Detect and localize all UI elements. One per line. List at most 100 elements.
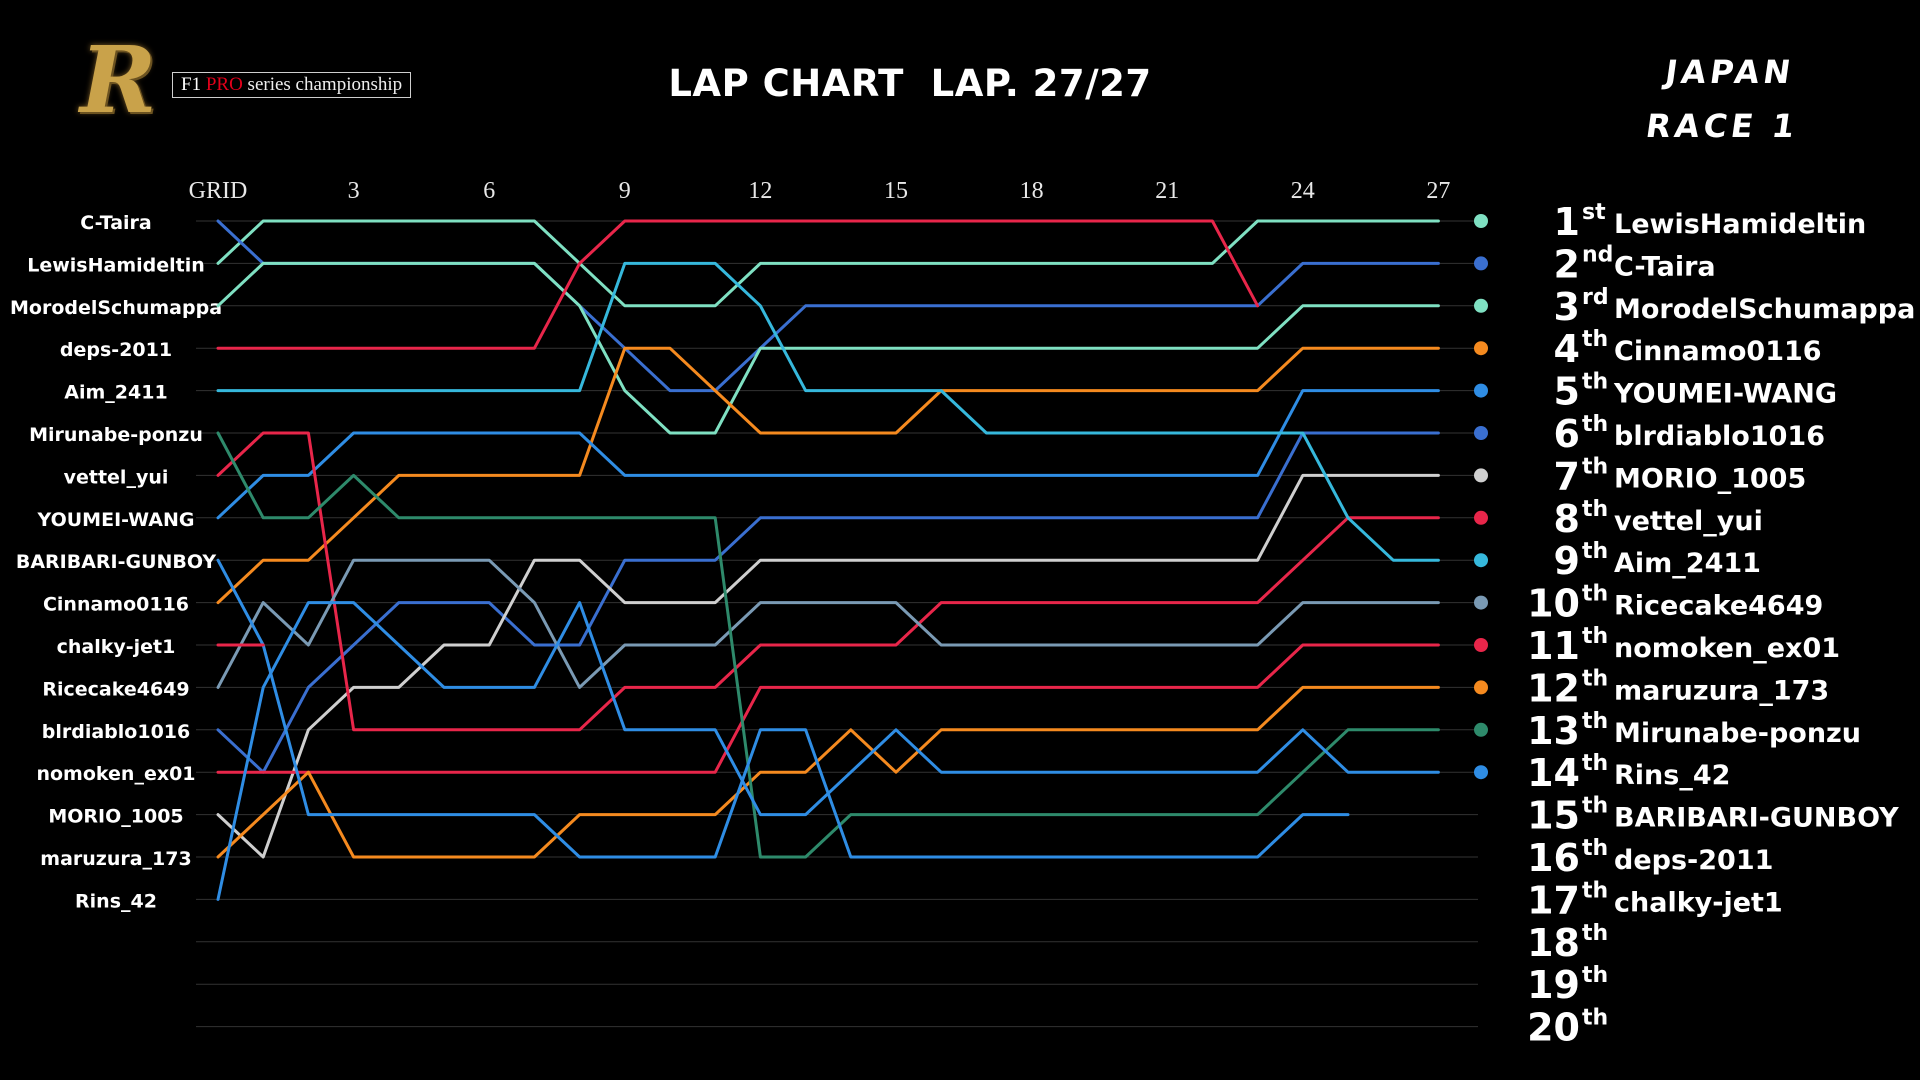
position-suffix: th — [1582, 624, 1608, 649]
grid-driver-label: LewisHamideltin — [27, 254, 205, 276]
grid-driver-label: YOUMEI-WANG — [37, 509, 195, 531]
position-suffix: th — [1582, 412, 1608, 437]
position-number: 16 — [1527, 836, 1580, 880]
position-number: 7 — [1554, 454, 1580, 498]
classified-driver: Cinnamo0116 — [1614, 336, 1822, 367]
position-number: 17 — [1527, 878, 1580, 922]
finish-marker — [1474, 722, 1488, 737]
classified-driver: maruzura_173 — [1614, 675, 1829, 706]
position-number: 15 — [1527, 794, 1580, 838]
driver-line-10 — [216, 558, 1440, 689]
position-suffix: th — [1582, 370, 1608, 395]
grid-driver-label: vettel_yui — [64, 466, 169, 488]
finish-marker — [1474, 638, 1488, 652]
lap-tick-9: 9 — [619, 178, 631, 204]
finish-marker — [1474, 553, 1488, 568]
classified-driver: chalky-jet1 — [1614, 887, 1783, 918]
championship-logo: R F1 PRO series championship — [80, 26, 470, 134]
position-suffix: th — [1582, 539, 1608, 564]
classified-driver: Mirunabe-ponzu — [1614, 718, 1861, 749]
finish-marker — [1474, 341, 1488, 356]
classified-driver: BARIBARI-GUNBOY — [1614, 803, 1899, 834]
grid-driver-label: maruzura_173 — [40, 848, 191, 870]
lap-tick-24: 24 — [1291, 178, 1315, 204]
logo-pro: PRO — [205, 74, 243, 95]
grid-driver-label: Cinnamo0116 — [43, 594, 189, 616]
finish-marker — [1474, 468, 1488, 483]
classified-driver: MorodelSchumappa — [1614, 294, 1915, 325]
position-number: 11 — [1527, 624, 1580, 668]
finish-marker — [1474, 298, 1488, 313]
classified-driver: deps-2011 — [1614, 845, 1773, 876]
grid-driver-label: Rins_42 — [75, 890, 157, 912]
driver-line-12 — [216, 685, 1440, 859]
position-number: 8 — [1554, 497, 1580, 541]
position-suffix: th — [1582, 963, 1608, 988]
driver-line-7 — [216, 473, 1440, 859]
position-suffix: th — [1582, 582, 1608, 607]
driver-line-11 — [216, 643, 1440, 774]
grid-driver-label: nomoken_ex01 — [36, 763, 195, 785]
lap-tick-12: 12 — [748, 178, 772, 204]
position-number: 12 — [1527, 666, 1580, 710]
position-suffix: th — [1582, 327, 1608, 352]
driver-line-13 — [216, 431, 1440, 859]
classified-driver: YOUMEI-WANG — [1613, 379, 1837, 410]
classified-driver: C-Taira — [1614, 251, 1716, 282]
finish-marker — [1474, 256, 1488, 271]
driver-line-15 — [216, 558, 1350, 859]
grid-driver-label: chalky-jet1 — [57, 636, 176, 658]
position-suffix: th — [1582, 794, 1608, 819]
grid-driver-label: C-Taira — [80, 212, 152, 234]
finish-marker — [1474, 426, 1488, 440]
grid-order-labels: C-Taira LewisHamideltin MorodelSchumappa de… — [10, 212, 222, 912]
position-number: 10 — [1527, 582, 1580, 626]
position-number: 1 — [1554, 200, 1580, 244]
position-number: 6 — [1554, 412, 1580, 456]
lap-tick-3: 3 — [348, 178, 360, 204]
position-number: 2 — [1554, 242, 1580, 286]
position-number: 19 — [1527, 963, 1580, 1007]
lap-tick-grid: GRID — [189, 178, 248, 204]
finish-marker — [1474, 510, 1488, 525]
position-suffix: th — [1582, 878, 1608, 903]
driver-line-4 — [216, 346, 1440, 605]
driver-lines — [216, 219, 1440, 901]
logo-series-text: series championship — [247, 74, 403, 95]
position-number: 9 — [1554, 539, 1580, 583]
position-number: 4 — [1554, 327, 1580, 371]
position-suffix: th — [1582, 751, 1608, 776]
driver-line-6 — [216, 431, 1440, 774]
logo-wordmark: F1 PRO series championship — [172, 72, 412, 98]
grid-driver-label: Ricecake4649 — [42, 678, 189, 700]
classified-driver: Rins_42 — [1614, 760, 1730, 791]
grid-driver-label: MorodelSchumappa — [10, 297, 222, 319]
position-suffix: st — [1582, 200, 1606, 225]
classified-driver: blrdiablo1016 — [1614, 421, 1825, 452]
position-suffix: th — [1582, 709, 1608, 734]
logo-r-mark: R — [80, 26, 157, 134]
position-suffix: th — [1582, 1006, 1608, 1031]
driver-line-16 — [216, 219, 1260, 350]
position-suffix: nd — [1582, 242, 1613, 267]
driver-line-9 — [216, 261, 1440, 562]
classified-driver: LewisHamideltin — [1614, 209, 1866, 240]
lap-tick-15: 15 — [884, 178, 908, 204]
position-number: 14 — [1527, 751, 1580, 795]
finish-markers — [1474, 214, 1488, 780]
finish-marker — [1474, 765, 1488, 780]
position-number: 3 — [1554, 285, 1580, 329]
lap-tick-21: 21 — [1155, 178, 1179, 204]
driver-line-1 — [216, 219, 1440, 308]
position-suffix: th — [1582, 497, 1608, 522]
classified-driver: nomoken_ex01 — [1614, 633, 1840, 664]
driver-line-5 — [216, 389, 1440, 520]
classified-driver: Aim_2411 — [1614, 548, 1761, 579]
finish-marker — [1474, 214, 1488, 228]
lap-tick-6: 6 — [483, 178, 495, 204]
position-number: 18 — [1527, 921, 1580, 965]
position-number: 13 — [1527, 709, 1580, 753]
grid-driver-label: Aim_2411 — [64, 382, 167, 404]
